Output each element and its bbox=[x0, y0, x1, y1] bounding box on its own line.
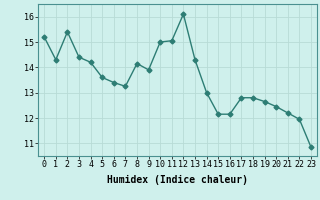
X-axis label: Humidex (Indice chaleur): Humidex (Indice chaleur) bbox=[107, 175, 248, 185]
